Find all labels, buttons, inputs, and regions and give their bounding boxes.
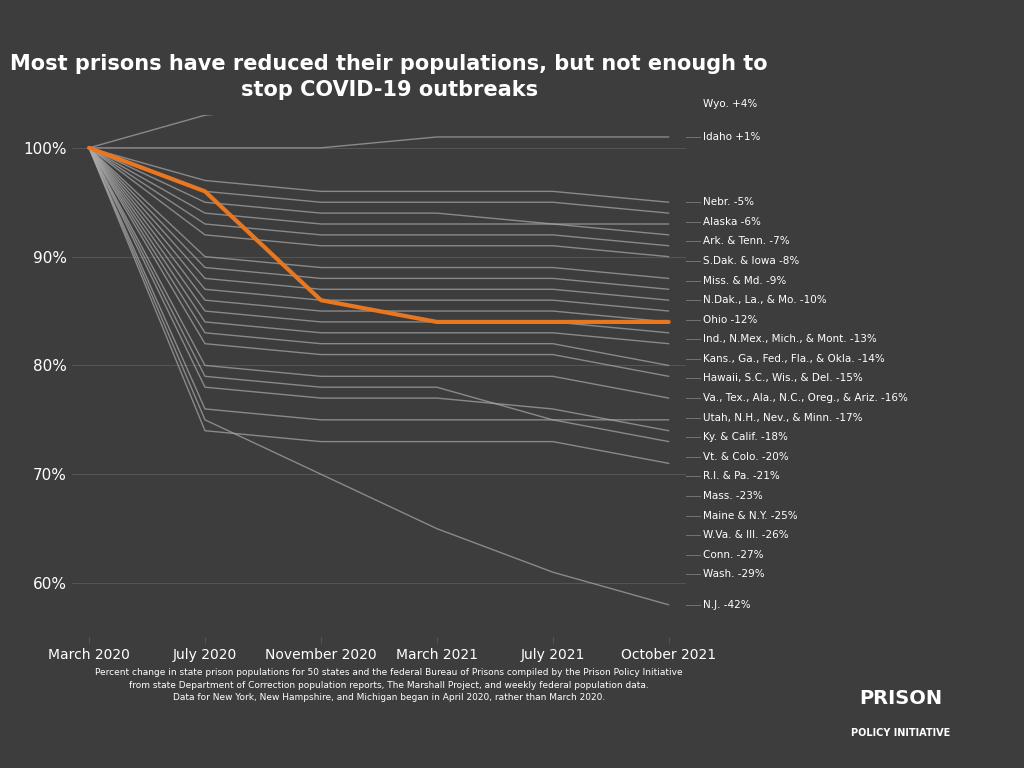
Text: POLICY INITIATIVE: POLICY INITIATIVE bbox=[852, 728, 950, 739]
Text: Idaho +1%: Idaho +1% bbox=[702, 132, 761, 142]
Text: Vt. & Colo. -20%: Vt. & Colo. -20% bbox=[702, 452, 788, 462]
Text: Nebr. -5%: Nebr. -5% bbox=[702, 197, 754, 207]
Text: Miss. & Md. -9%: Miss. & Md. -9% bbox=[702, 276, 786, 286]
Text: Utah, N.H., Nev., & Minn. -17%: Utah, N.H., Nev., & Minn. -17% bbox=[702, 412, 862, 422]
Text: Percent change in state prison populations for 50 states and the federal Bureau : Percent change in state prison populatio… bbox=[95, 668, 683, 702]
Text: Mass. -23%: Mass. -23% bbox=[702, 491, 763, 501]
Text: Ind., N.Mex., Mich., & Mont. -13%: Ind., N.Mex., Mich., & Mont. -13% bbox=[702, 334, 877, 344]
Text: Alaska -6%: Alaska -6% bbox=[702, 217, 761, 227]
Text: Ky. & Calif. -18%: Ky. & Calif. -18% bbox=[702, 432, 787, 442]
Text: Wash. -29%: Wash. -29% bbox=[702, 569, 765, 579]
Text: N.Dak., La., & Mo. -10%: N.Dak., La., & Mo. -10% bbox=[702, 295, 826, 305]
Text: PRISON: PRISON bbox=[859, 690, 943, 708]
Text: R.I. & Pa. -21%: R.I. & Pa. -21% bbox=[702, 472, 779, 482]
Text: Ark. & Tenn. -7%: Ark. & Tenn. -7% bbox=[702, 237, 790, 247]
Text: Wyo. +4%: Wyo. +4% bbox=[702, 99, 757, 109]
Text: Va., Tex., Ala., N.C., Oreg., & Ariz. -16%: Va., Tex., Ala., N.C., Oreg., & Ariz. -1… bbox=[702, 393, 908, 403]
Text: Most prisons have reduced their populations, but not enough to
stop COVID-19 out: Most prisons have reduced their populati… bbox=[10, 54, 768, 100]
Text: Hawaii, S.C., Wis., & Del. -15%: Hawaii, S.C., Wis., & Del. -15% bbox=[702, 373, 863, 383]
Text: Kans., Ga., Fed., Fla., & Okla. -14%: Kans., Ga., Fed., Fla., & Okla. -14% bbox=[702, 354, 885, 364]
Text: W.Va. & Ill. -26%: W.Va. & Ill. -26% bbox=[702, 530, 788, 540]
Text: N.J. -42%: N.J. -42% bbox=[702, 600, 751, 610]
Text: S.Dak. & Iowa -8%: S.Dak. & Iowa -8% bbox=[702, 256, 799, 266]
Text: Conn. -27%: Conn. -27% bbox=[702, 550, 764, 560]
Text: Maine & N.Y. -25%: Maine & N.Y. -25% bbox=[702, 511, 798, 521]
Text: Ohio -12%: Ohio -12% bbox=[702, 315, 758, 325]
